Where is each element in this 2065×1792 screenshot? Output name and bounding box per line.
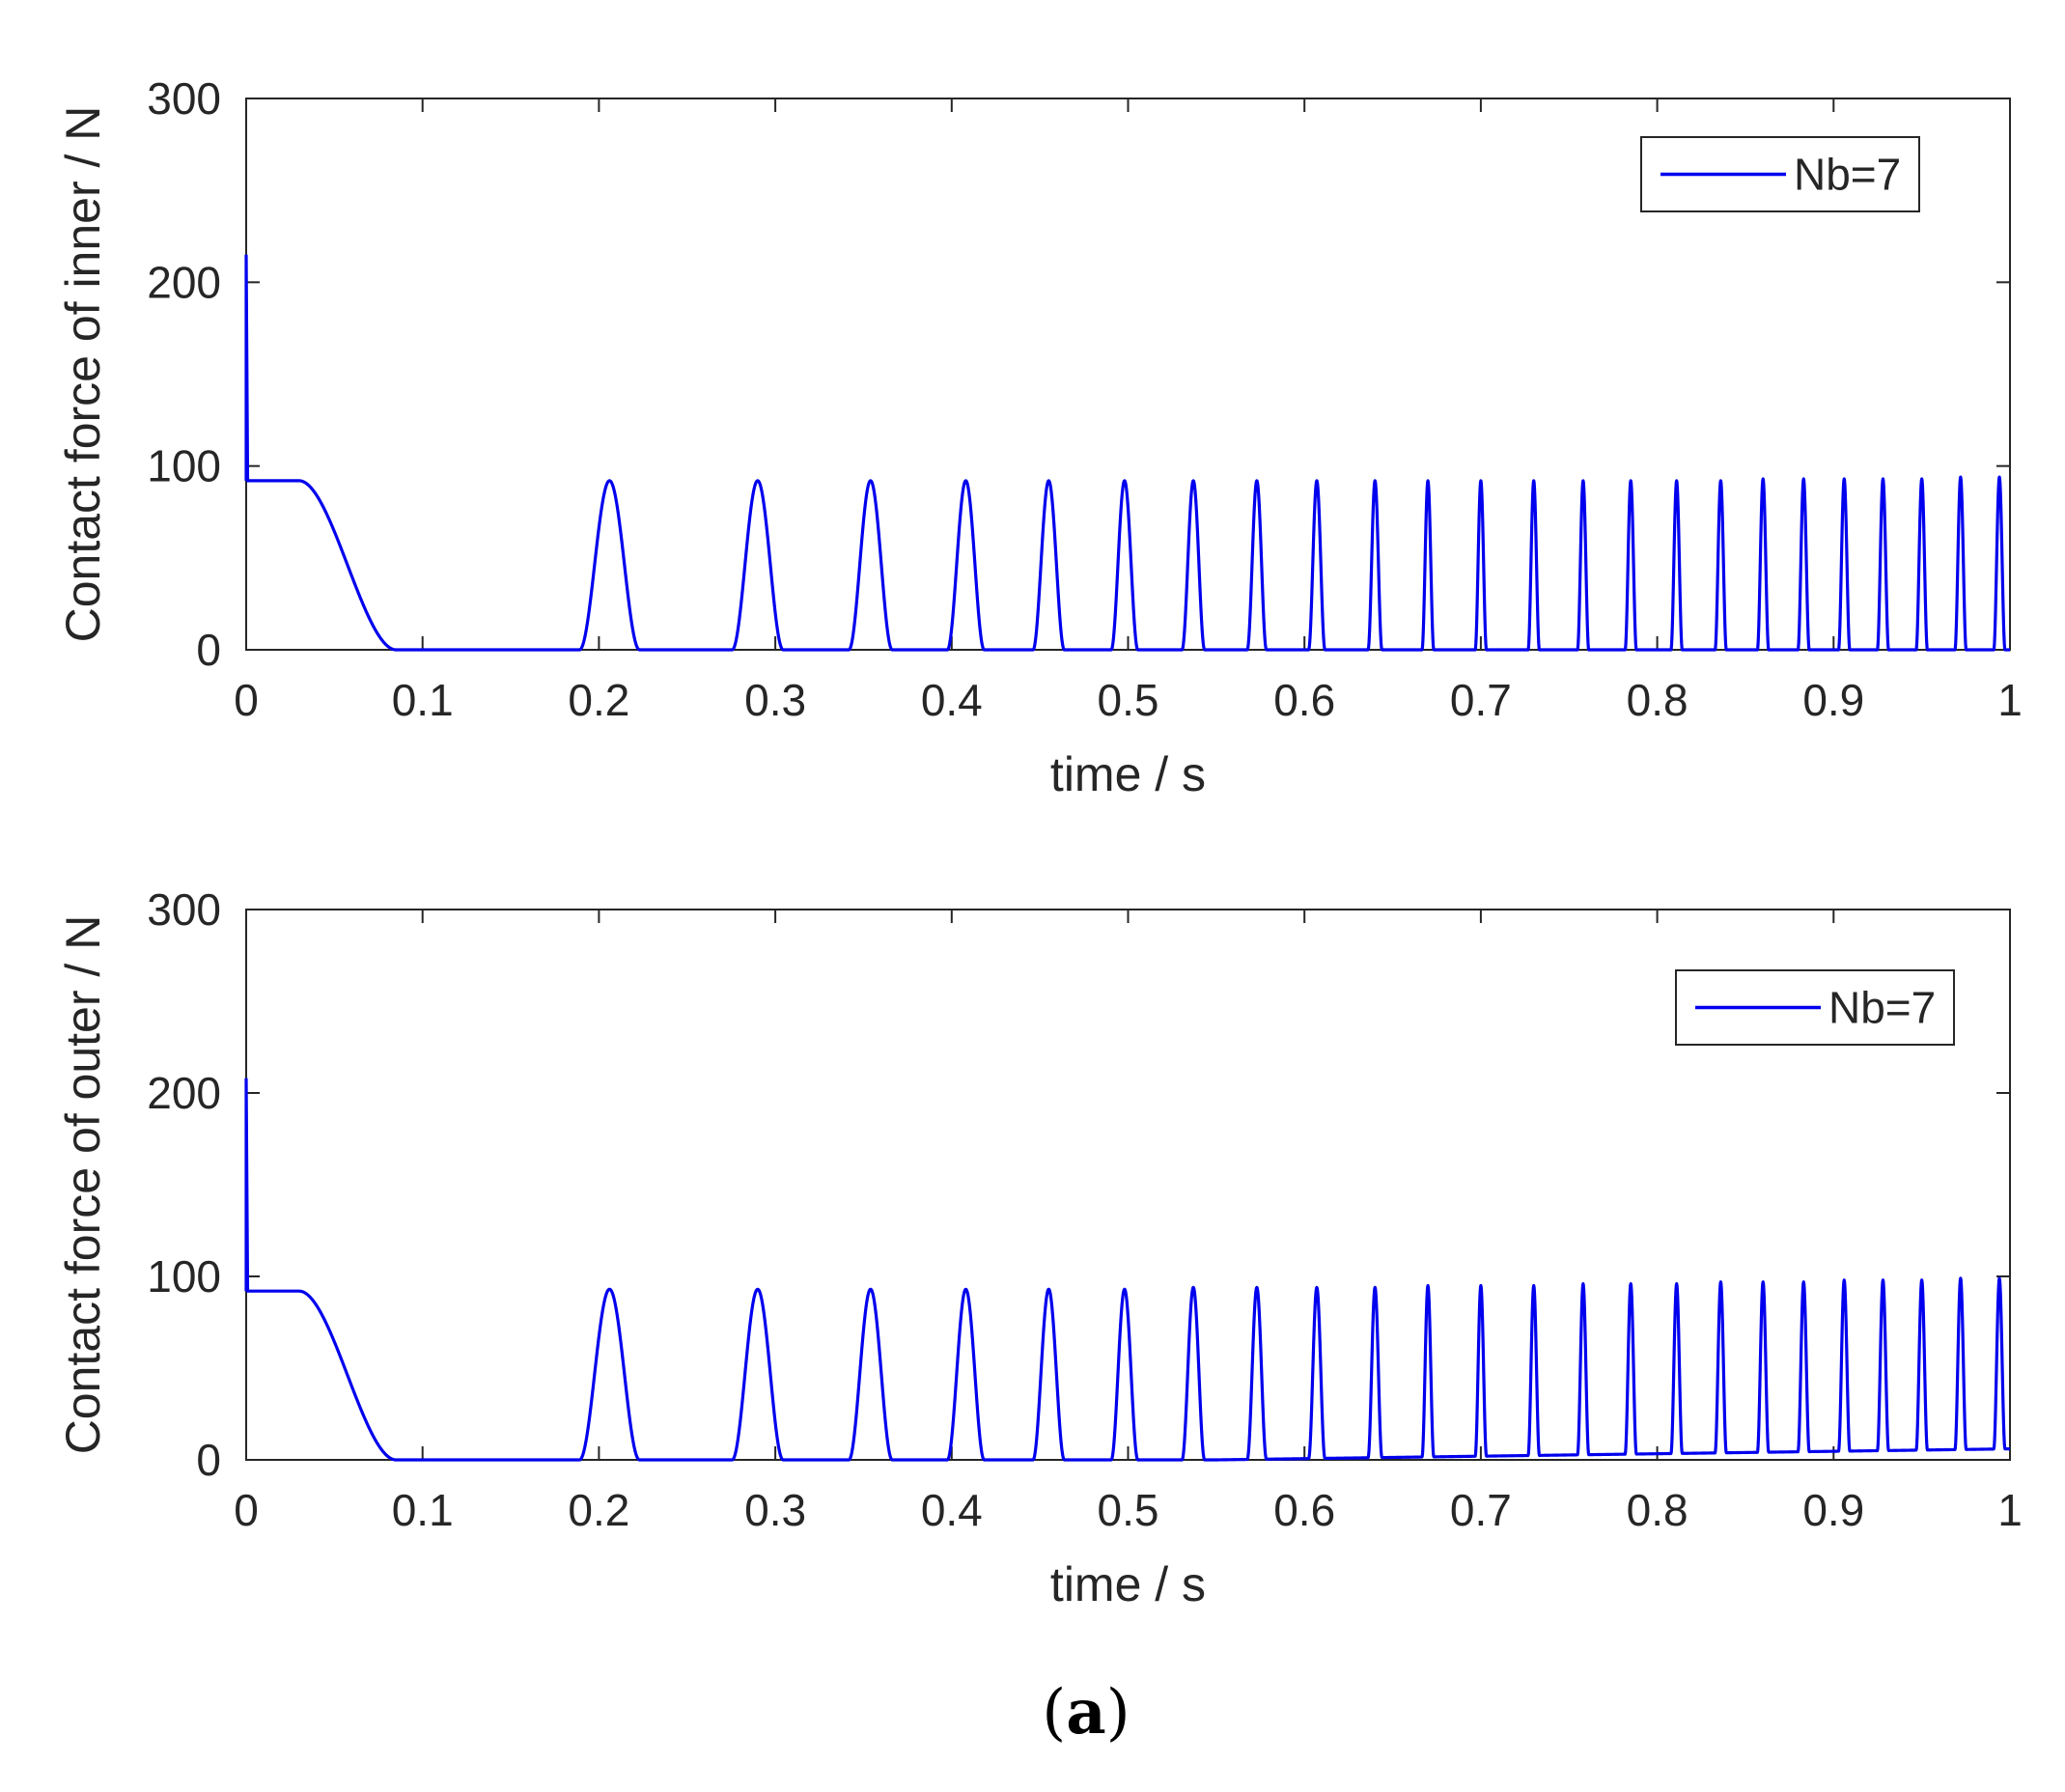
legend: Nb=7 [1675,969,1955,1046]
x-tick-label: 0.5 [1098,675,1159,725]
y-tick-label: 300 [147,884,221,935]
y-tick-label: 300 [147,73,221,124]
legend-entry-label: Nb=7 [1794,150,1901,200]
y-axis-label: Contact force of inner / N [56,106,110,643]
y-tick-label: 0 [196,1435,221,1485]
figure-caption: (a) [1042,1676,1130,1749]
x-axis-label: time / s [1050,747,1206,801]
x-tick-label: 0.1 [392,1485,454,1535]
x-tick-label: 0.9 [1802,1485,1864,1535]
legend-entry-label: Nb=7 [1828,983,1936,1033]
x-tick-label: 1 [1997,675,2023,725]
x-tick-label: 0.2 [568,675,629,725]
y-tick-label: 200 [147,257,221,307]
x-tick-label: 0.7 [1450,1485,1512,1535]
x-tick-label: 0.6 [1273,675,1335,725]
y-tick-label: 100 [147,1251,221,1302]
x-tick-label: 0.4 [921,675,983,725]
y-axis-label: Contact force of outer / N [56,915,110,1455]
x-tick-label: 0.7 [1450,675,1512,725]
x-tick-label: 0 [234,1485,259,1535]
x-tick-label: 0.8 [1627,675,1688,725]
x-tick-label: 0.2 [568,1485,629,1535]
chart-panel-2: 0 0.1 0.2 0.3 0.4 0.5 0.6 0.7 0.8 0.9 1 0 100 200 300 t… [56,884,2023,1611]
x-tick-label: 0.4 [921,1485,983,1535]
initial-spike-line [244,254,250,481]
x-tick-label: 0 [234,675,259,725]
legend: Nb=7 [1640,136,1920,212]
x-tick-label: 0.5 [1098,1485,1159,1535]
y-tick-label: 0 [196,625,221,675]
x-tick-label: 0.3 [744,675,806,725]
x-tick-label: 0.3 [744,1485,806,1535]
x-axis-label: time / s [1050,1557,1206,1611]
y-tick-label: 100 [147,441,221,491]
x-tick-label: 0.6 [1273,1485,1335,1535]
x-tick-label: 1 [1997,1485,2023,1535]
x-tick-label: 0.8 [1627,1485,1688,1535]
x-tick-label: 0.1 [392,675,454,725]
series-line-nb-7 [244,1276,2012,1462]
series-line-nb-7 [244,475,2012,652]
initial-spike-line [244,1078,250,1292]
x-tick-label: 0.9 [1802,675,1864,725]
y-tick-label: 200 [147,1068,221,1118]
chart-panel-1: 0 0.1 0.2 0.3 0.4 0.5 0.6 0.7 0.8 0.9 1 0 100 200 300 t… [56,73,2023,801]
